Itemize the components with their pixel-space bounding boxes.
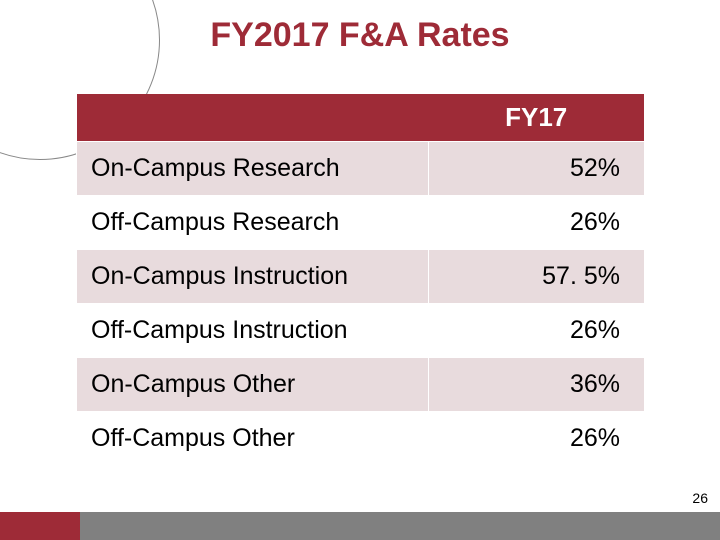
table-row: On-Campus Other 36% <box>77 358 645 412</box>
bottom-bar <box>0 512 720 540</box>
table-row: Off-Campus Instruction 26% <box>77 304 645 358</box>
row-label: Off-Campus Instruction <box>77 304 429 358</box>
row-label: Off-Campus Other <box>77 412 429 466</box>
table-row: On-Campus Instruction 57. 5% <box>77 250 645 304</box>
rates-table-wrap: FY17 On-Campus Research 52% Off-Campus R… <box>76 94 644 465</box>
row-value: 26% <box>428 196 644 250</box>
table-row: Off-Campus Other 26% <box>77 412 645 466</box>
row-value: 52% <box>428 142 644 196</box>
row-label: On-Campus Other <box>77 358 429 412</box>
row-value: 26% <box>428 304 644 358</box>
row-value: 57. 5% <box>428 250 644 304</box>
rates-table: FY17 On-Campus Research 52% Off-Campus R… <box>76 94 644 465</box>
row-value: 36% <box>428 358 644 412</box>
page-number: 26 <box>692 490 708 506</box>
table-header-blank <box>77 94 429 142</box>
bottom-bar-gray <box>80 512 720 540</box>
table-row: On-Campus Research 52% <box>77 142 645 196</box>
row-label: On-Campus Research <box>77 142 429 196</box>
slide: FY2017 F&A Rates FY17 On-Campus Research… <box>0 0 720 540</box>
table-header-row: FY17 <box>77 94 645 142</box>
row-value: 26% <box>428 412 644 466</box>
bottom-bar-accent <box>0 512 80 540</box>
table-row: Off-Campus Research 26% <box>77 196 645 250</box>
page-title: FY2017 F&A Rates <box>0 16 720 55</box>
row-label: On-Campus Instruction <box>77 250 429 304</box>
row-label: Off-Campus Research <box>77 196 429 250</box>
table-header-fy17: FY17 <box>428 94 644 142</box>
